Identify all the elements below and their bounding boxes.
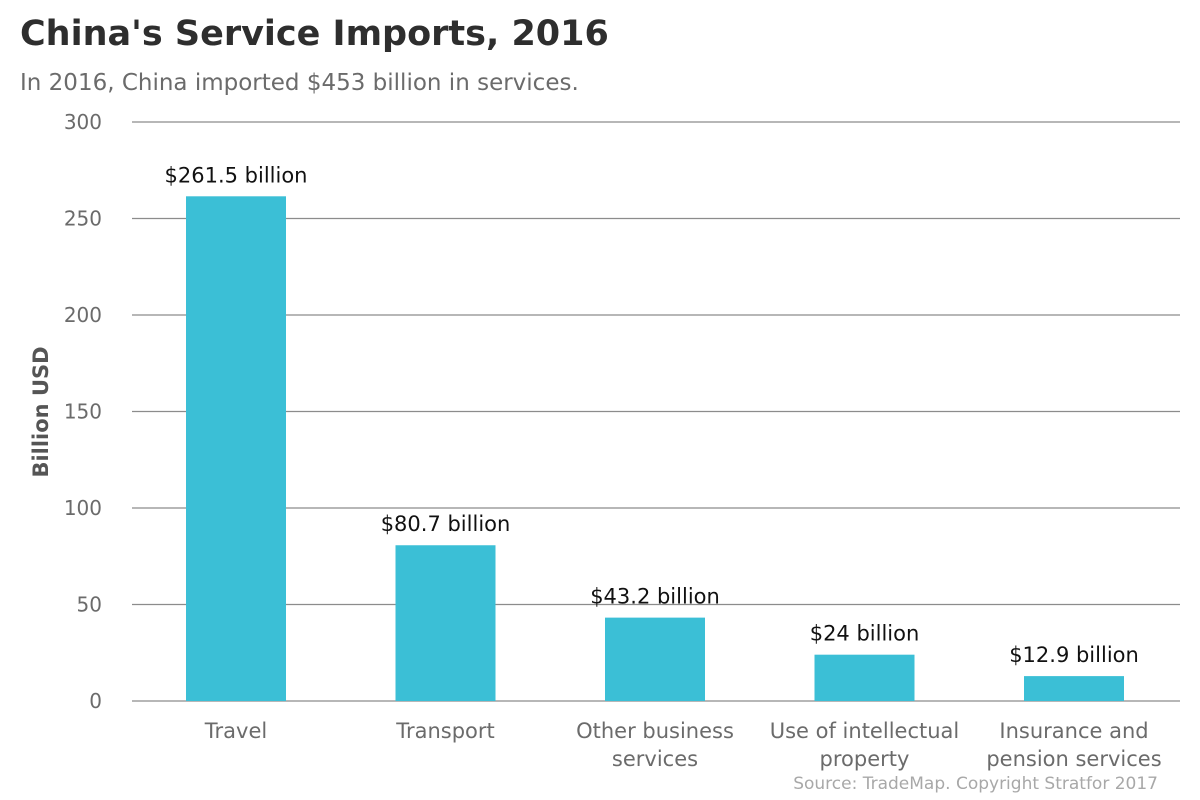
y-tick-label: 100 bbox=[64, 496, 102, 520]
y-tick-label: 250 bbox=[64, 207, 102, 231]
bar bbox=[605, 617, 705, 701]
bars bbox=[186, 196, 1124, 701]
y-tick-label: 300 bbox=[64, 110, 102, 134]
data-label: $24 billion bbox=[810, 622, 920, 646]
x-category-label: Insurance and bbox=[999, 719, 1148, 743]
x-axis-categories: Travel Transport Other business services Use… bbox=[204, 719, 1162, 771]
y-axis-ticks: 0 50 100 150 200 250 300 bbox=[64, 110, 102, 713]
data-label: $80.7 billion bbox=[381, 512, 511, 536]
data-label: $12.9 billion bbox=[1009, 643, 1139, 667]
bar bbox=[395, 545, 496, 701]
gridlines bbox=[132, 121, 1180, 702]
x-category-label: property bbox=[820, 747, 910, 771]
y-tick-label: 150 bbox=[64, 400, 102, 424]
chart-subtitle: In 2016, China imported $453 billion in … bbox=[20, 70, 579, 96]
y-tick-label: 0 bbox=[89, 689, 102, 713]
x-category-label: pension services bbox=[986, 747, 1161, 771]
x-category-label: Use of intellectual bbox=[770, 719, 960, 743]
chart-title: China's Service Imports, 2016 bbox=[20, 14, 609, 54]
data-label: $43.2 billion bbox=[590, 585, 720, 609]
bar bbox=[186, 196, 286, 701]
x-category-label: Other business bbox=[576, 719, 734, 743]
x-category-label: Travel bbox=[204, 719, 267, 743]
x-category-label: Transport bbox=[395, 719, 495, 743]
bar bbox=[1024, 676, 1124, 701]
source-note: Source: TradeMap. Copyright Stratfor 201… bbox=[793, 774, 1158, 794]
data-labels: $261.5 billion $80.7 billion $43.2 billion… bbox=[165, 163, 1139, 667]
x-category-label: services bbox=[612, 747, 698, 771]
bar bbox=[814, 654, 915, 701]
data-label: $261.5 billion bbox=[165, 163, 308, 187]
y-tick-label: 200 bbox=[64, 303, 102, 327]
y-axis-label: Billion USD bbox=[29, 346, 53, 477]
y-tick-label: 50 bbox=[77, 593, 102, 617]
